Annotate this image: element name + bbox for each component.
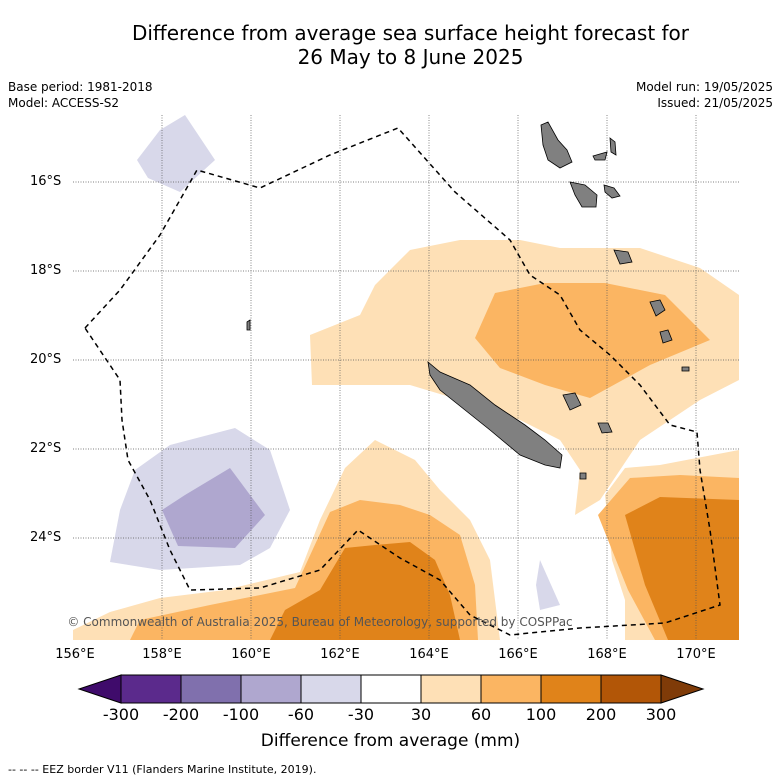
- colorbar-tick-label: 30: [410, 705, 432, 724]
- lon-label-168e: 168°E: [587, 647, 627, 662]
- lat-label-18s: 18°S: [30, 263, 62, 278]
- model-name: Model: ACCESS-S2: [8, 96, 120, 110]
- colorbar-tick-label: 300: [645, 705, 677, 724]
- lat-label-22s: 22°S: [30, 441, 62, 456]
- issued-date: Issued: 21/05/2025: [657, 96, 773, 110]
- colorbar-tick-label: -30: [347, 705, 375, 724]
- loyalty-island-3: [562, 392, 582, 411]
- lon-label-156e: 156°E: [55, 647, 95, 662]
- colorbar-tick-label: -60: [287, 705, 315, 724]
- new-caledonia-landmass: [427, 361, 563, 469]
- lon-label-158e: 158°E: [142, 647, 182, 662]
- lat-label-16s: 16°S: [30, 174, 62, 189]
- map-title-line1: Difference from average sea surface heig…: [131, 21, 690, 45]
- loyalty-island-1: [649, 299, 666, 317]
- lat-label-20s: 20°S: [30, 352, 62, 367]
- loyalty-island-2: [659, 329, 673, 344]
- lon-label-170e: 170°E: [676, 647, 716, 662]
- meta-left: Base period: 1981-2018 Model: ACCESS-S2: [8, 79, 153, 111]
- eez-legend: -- -- -- EEZ border V11 (Flanders Marine…: [8, 763, 317, 776]
- region-neg-30-60-north: [137, 115, 215, 192]
- vanuatu-island-2: [569, 181, 598, 208]
- lon-label-160e: 160°E: [231, 647, 271, 662]
- vanuatu-island-3: [592, 151, 608, 161]
- colorbar-tick-label: -200: [162, 705, 200, 724]
- lon-label-166e: 166°E: [498, 647, 538, 662]
- vanuatu-island-5: [603, 184, 621, 199]
- vanuatu-island-1: [540, 121, 573, 169]
- map-title-line2: 26 May to 8 June 2025: [297, 45, 524, 69]
- region-neg-60-100: [162, 468, 265, 548]
- region-pos-100-200-south: [270, 542, 460, 640]
- lat-label-24s: 24°S: [30, 530, 62, 545]
- colorbar-tick-label: 200: [585, 705, 617, 724]
- meta-right: Model run: 19/05/2025 Issued: 21/05/2025: [636, 79, 773, 111]
- vanuatu-island-6: [613, 249, 633, 265]
- small-island-3: [246, 319, 251, 331]
- colorbar-tick-label: 60: [470, 705, 492, 724]
- base-period: Base period: 1981-2018: [8, 80, 153, 94]
- model-run: Model run: 19/05/2025: [635, 80, 773, 94]
- lon-label-162e: 162°E: [320, 647, 360, 662]
- small-island-1: [579, 472, 587, 480]
- colorbar-tick-label: 100: [525, 705, 557, 724]
- lon-label-164e: 164°E: [409, 647, 449, 662]
- colorbar-tick-label: -300: [102, 705, 140, 724]
- colorbar-tick-label: -100: [222, 705, 260, 724]
- small-island-2: [681, 366, 690, 372]
- colorbar-label: Difference from average (mm): [260, 731, 521, 751]
- vanuatu-island-4: [609, 137, 617, 156]
- loyalty-island-4: [597, 422, 613, 434]
- eez-border-line: [84, 127, 721, 636]
- region-neg-small-east: [536, 560, 560, 610]
